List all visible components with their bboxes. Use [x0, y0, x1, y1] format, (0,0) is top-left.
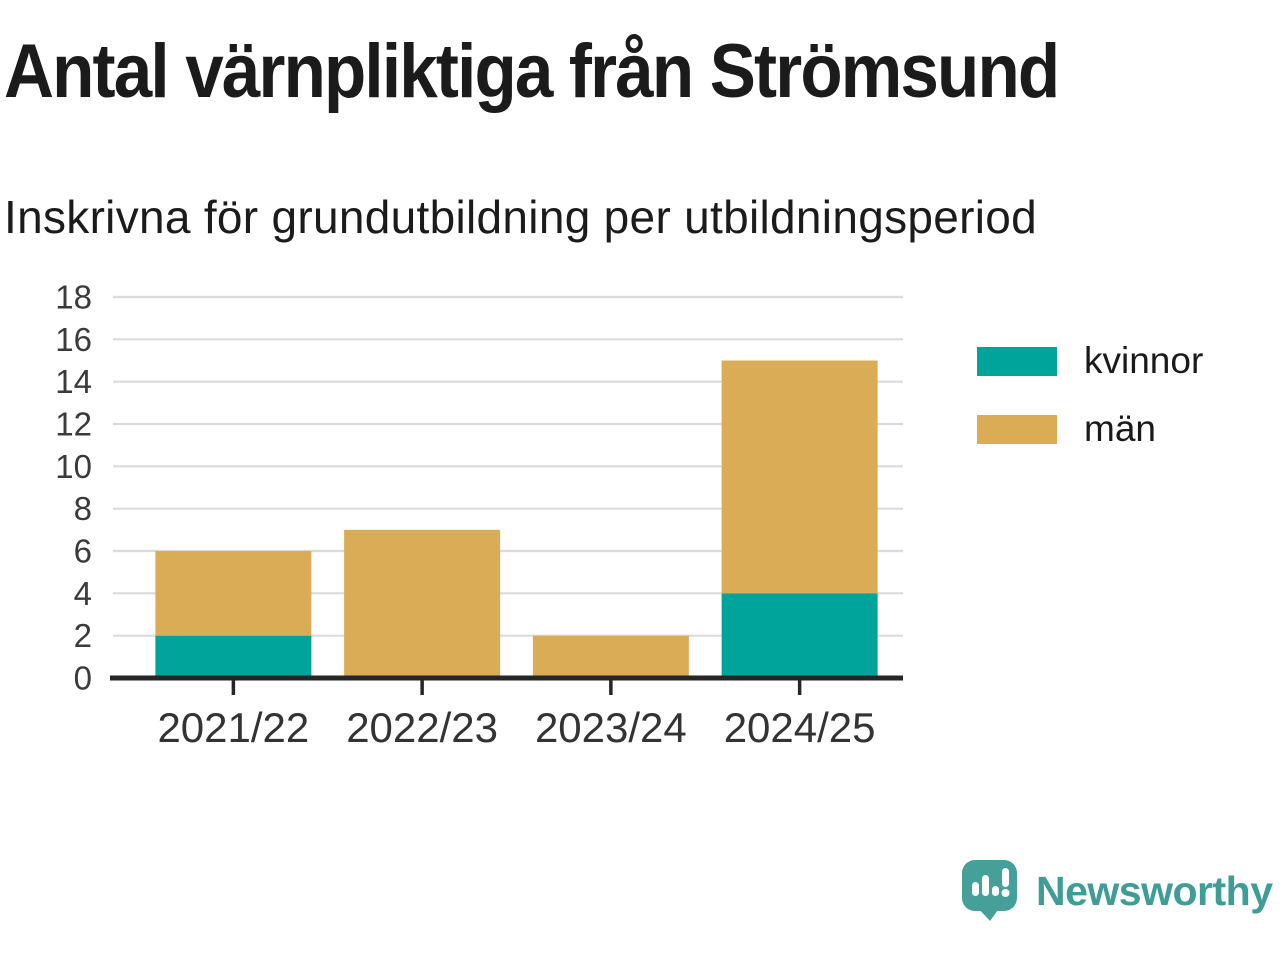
bar-segment-män-2024/25 — [721, 360, 878, 594]
legend-label-kvinnor: kvinnor — [1084, 340, 1204, 381]
newsworthy-logo-icon — [962, 860, 1017, 921]
y-axis-tick-label: 18 — [55, 279, 92, 316]
x-axis-tick-label: 2022/23 — [346, 704, 498, 751]
y-axis-tick-label: 16 — [55, 321, 92, 358]
y-axis-tick-label: 8 — [74, 490, 92, 527]
y-axis-tick-label: 2 — [74, 617, 92, 654]
y-axis-tick-label: 12 — [55, 406, 92, 443]
bar-segment-män-2021/22 — [155, 551, 312, 636]
chart-title: Antal värnpliktiga från Strömsund — [4, 29, 1060, 114]
bar-segment-män-2022/23 — [344, 529, 501, 678]
chart-subtitle: Inskrivna för grundutbildning per utbild… — [4, 191, 1038, 243]
newsworthy-brand: Newsworthy — [961, 858, 1273, 924]
bar-segment-kvinnor-2021/22 — [155, 635, 312, 678]
y-axis-tick-label: 10 — [55, 448, 92, 485]
y-axis-tick-label: 0 — [74, 660, 92, 697]
bar-segment-kvinnor-2024/25 — [721, 593, 878, 678]
legend-item-kvinnor: kvinnor — [977, 340, 1203, 382]
x-axis-tick-label: 2023/24 — [535, 704, 687, 751]
x-axis-tick-label: 2024/25 — [724, 704, 876, 751]
legend-label-män: män — [1084, 408, 1156, 449]
legend-swatch-kvinnor — [977, 346, 1057, 376]
x-axis-tick-label: 2021/22 — [157, 704, 309, 751]
bar-segment-män-2023/24 — [532, 635, 689, 678]
y-axis-tick-label: 6 — [74, 533, 92, 570]
chart-legend: kvinnor män — [977, 340, 1203, 476]
newsworthy-logo-text: Newsworthy — [1036, 867, 1273, 914]
y-axis-tick-label: 14 — [55, 363, 92, 400]
y-axis-tick-label: 4 — [74, 575, 92, 612]
legend-swatch-män — [977, 414, 1057, 444]
legend-item-män: män — [977, 408, 1203, 450]
